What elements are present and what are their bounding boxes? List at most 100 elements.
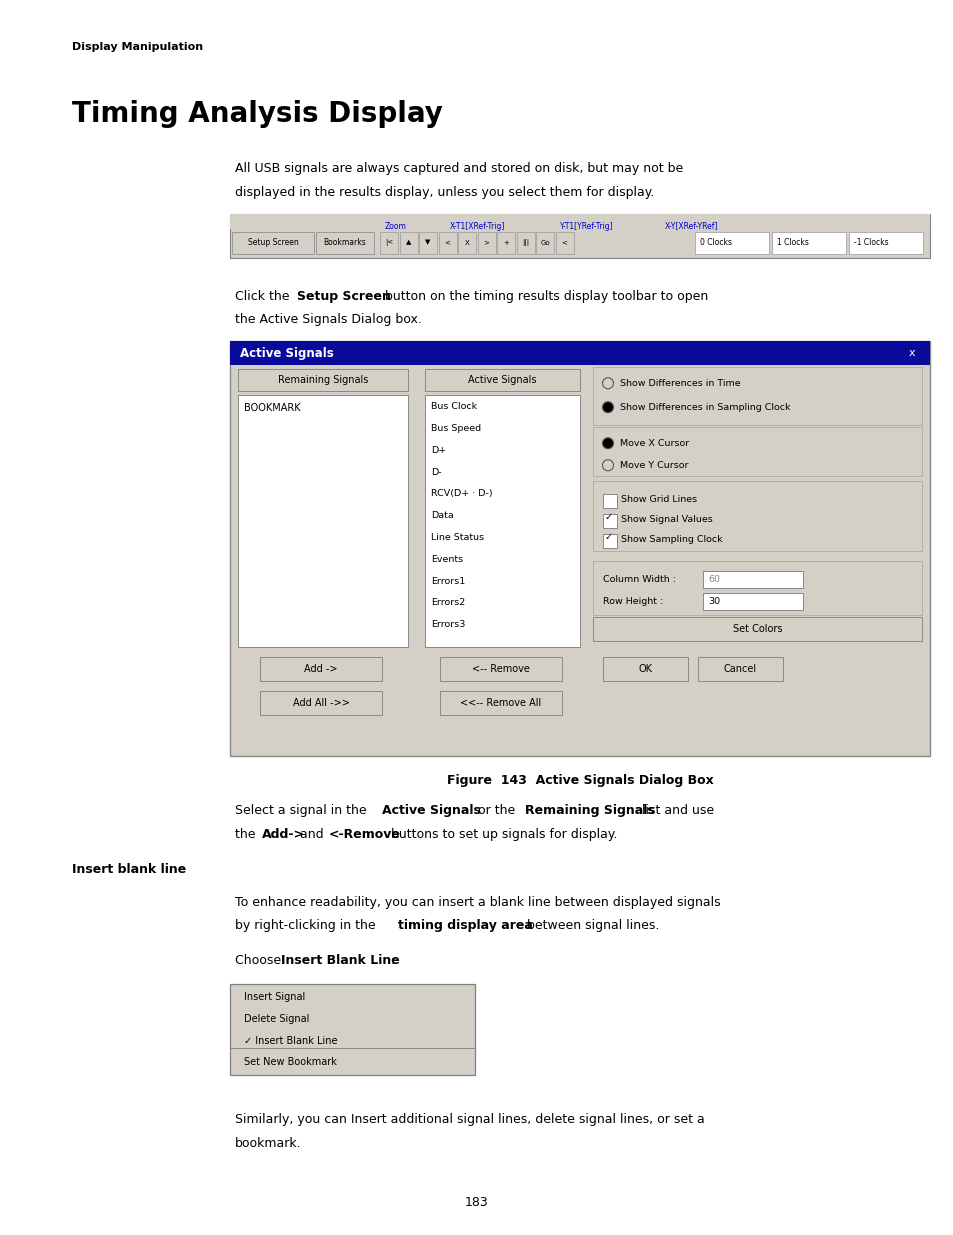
Bar xyxy=(695,232,768,253)
Text: Events: Events xyxy=(431,555,462,564)
Text: x: x xyxy=(908,348,914,358)
Text: Errors3: Errors3 xyxy=(431,620,465,630)
Text: ▼: ▼ xyxy=(425,240,430,246)
Text: X-T1[XRef-Trig]: X-T1[XRef-Trig] xyxy=(450,221,505,231)
Text: Go: Go xyxy=(539,240,549,246)
Text: Cancel: Cancel xyxy=(723,664,757,674)
Text: Show Signal Values: Show Signal Values xyxy=(620,515,712,524)
Bar xyxy=(230,341,929,366)
Bar xyxy=(379,232,397,253)
Text: Add All ->>: Add All ->> xyxy=(293,698,349,708)
Bar xyxy=(593,367,921,425)
Bar xyxy=(698,657,782,682)
Text: ✓ Insert Blank Line: ✓ Insert Blank Line xyxy=(244,1035,337,1046)
Text: Row Height :: Row Height : xyxy=(602,597,662,605)
Text: <-- Remove: <-- Remove xyxy=(472,664,529,674)
Text: Active Signals: Active Signals xyxy=(240,347,334,359)
Text: Set New Bookmark: Set New Bookmark xyxy=(244,1057,336,1067)
Text: 1 Clocks: 1 Clocks xyxy=(776,238,808,247)
Text: Similarly, you can Insert additional signal lines, delete signal lines, or set a: Similarly, you can Insert additional sig… xyxy=(234,1113,704,1126)
Text: Setup Screen: Setup Screen xyxy=(296,290,391,303)
Bar xyxy=(702,593,802,610)
Text: <<-- Remove All: <<-- Remove All xyxy=(460,698,541,708)
Text: X: X xyxy=(464,240,469,246)
Text: <: < xyxy=(561,240,567,246)
Bar xyxy=(260,692,381,715)
Bar xyxy=(497,232,515,253)
Text: ✓: ✓ xyxy=(604,511,612,521)
Text: To enhance readability, you can insert a blank line between displayed signals: To enhance readability, you can insert a… xyxy=(234,895,720,909)
Circle shape xyxy=(602,401,613,412)
Text: 183: 183 xyxy=(465,1197,488,1209)
Text: 0 Clocks: 0 Clocks xyxy=(700,238,731,247)
Bar xyxy=(424,369,579,391)
Bar xyxy=(702,571,802,588)
Text: Click the: Click the xyxy=(234,290,294,303)
Bar xyxy=(315,232,374,253)
Text: +: + xyxy=(502,240,508,246)
Text: Remaining Signals: Remaining Signals xyxy=(524,804,654,818)
Bar xyxy=(260,657,381,682)
Bar xyxy=(602,494,617,508)
Text: 30: 30 xyxy=(707,597,720,605)
Text: and: and xyxy=(295,827,327,841)
Text: the Active Signals Dialog box.: the Active Signals Dialog box. xyxy=(234,314,421,326)
Text: X-Y[XRef-YRef]: X-Y[XRef-YRef] xyxy=(664,221,718,231)
Bar xyxy=(602,534,617,548)
Text: Active Signals: Active Signals xyxy=(468,375,537,385)
Bar xyxy=(439,657,561,682)
Text: RCV(D+ · D-): RCV(D+ · D-) xyxy=(431,489,492,499)
Text: Zoom: Zoom xyxy=(385,221,406,231)
Text: Insert Blank Line: Insert Blank Line xyxy=(281,955,399,967)
Text: Insert blank line: Insert blank line xyxy=(71,862,186,876)
Bar xyxy=(771,232,845,253)
Text: Bus Clock: Bus Clock xyxy=(431,403,476,411)
Bar xyxy=(439,692,561,715)
Bar xyxy=(424,395,579,647)
Text: by right-clicking in the: by right-clicking in the xyxy=(234,920,379,932)
Text: the: the xyxy=(234,827,259,841)
Bar xyxy=(593,427,921,477)
Text: .: . xyxy=(391,955,395,967)
Text: 60: 60 xyxy=(707,574,720,584)
Text: -1 Clocks: -1 Clocks xyxy=(853,238,887,247)
Text: bookmark.: bookmark. xyxy=(234,1137,301,1150)
Text: Show Grid Lines: Show Grid Lines xyxy=(620,495,697,504)
Text: Choose: Choose xyxy=(234,955,285,967)
Text: Show Sampling Clock: Show Sampling Clock xyxy=(620,535,721,543)
Circle shape xyxy=(602,437,613,448)
Bar xyxy=(602,657,687,682)
Bar xyxy=(593,482,921,551)
Text: Y-T1[YRef-Trig]: Y-T1[YRef-Trig] xyxy=(559,221,613,231)
Text: |<: |< xyxy=(384,240,393,246)
Bar xyxy=(848,232,923,253)
Text: Line Status: Line Status xyxy=(431,534,483,542)
Bar xyxy=(418,232,436,253)
Text: Bus Speed: Bus Speed xyxy=(431,424,480,433)
Text: Column Width :: Column Width : xyxy=(602,574,676,584)
Bar xyxy=(536,232,554,253)
Bar xyxy=(516,232,534,253)
Text: Figure  143  Active Signals Dialog Box: Figure 143 Active Signals Dialog Box xyxy=(446,774,713,787)
Text: OK: OK xyxy=(638,664,652,674)
Text: Select a signal in the: Select a signal in the xyxy=(234,804,370,818)
Bar xyxy=(399,232,417,253)
Text: Remaining Signals: Remaining Signals xyxy=(277,375,368,385)
Bar xyxy=(232,232,314,253)
Text: list and use: list and use xyxy=(638,804,714,818)
Bar xyxy=(230,984,475,1076)
Text: Show Differences in Sampling Clock: Show Differences in Sampling Clock xyxy=(619,403,790,411)
Text: Move X Cursor: Move X Cursor xyxy=(619,438,688,448)
Text: <-Remove: <-Remove xyxy=(329,827,400,841)
Text: Show Differences in Time: Show Differences in Time xyxy=(619,379,740,388)
Text: button on the timing results display toolbar to open: button on the timing results display too… xyxy=(380,290,707,303)
Bar xyxy=(237,369,408,391)
Text: |||: ||| xyxy=(521,240,529,246)
Bar xyxy=(230,341,929,756)
Text: Errors1: Errors1 xyxy=(431,577,465,585)
Text: Errors2: Errors2 xyxy=(431,599,465,608)
Bar xyxy=(438,232,456,253)
Bar xyxy=(237,395,408,647)
Text: Timing Analysis Display: Timing Analysis Display xyxy=(71,100,442,128)
Bar xyxy=(477,232,495,253)
